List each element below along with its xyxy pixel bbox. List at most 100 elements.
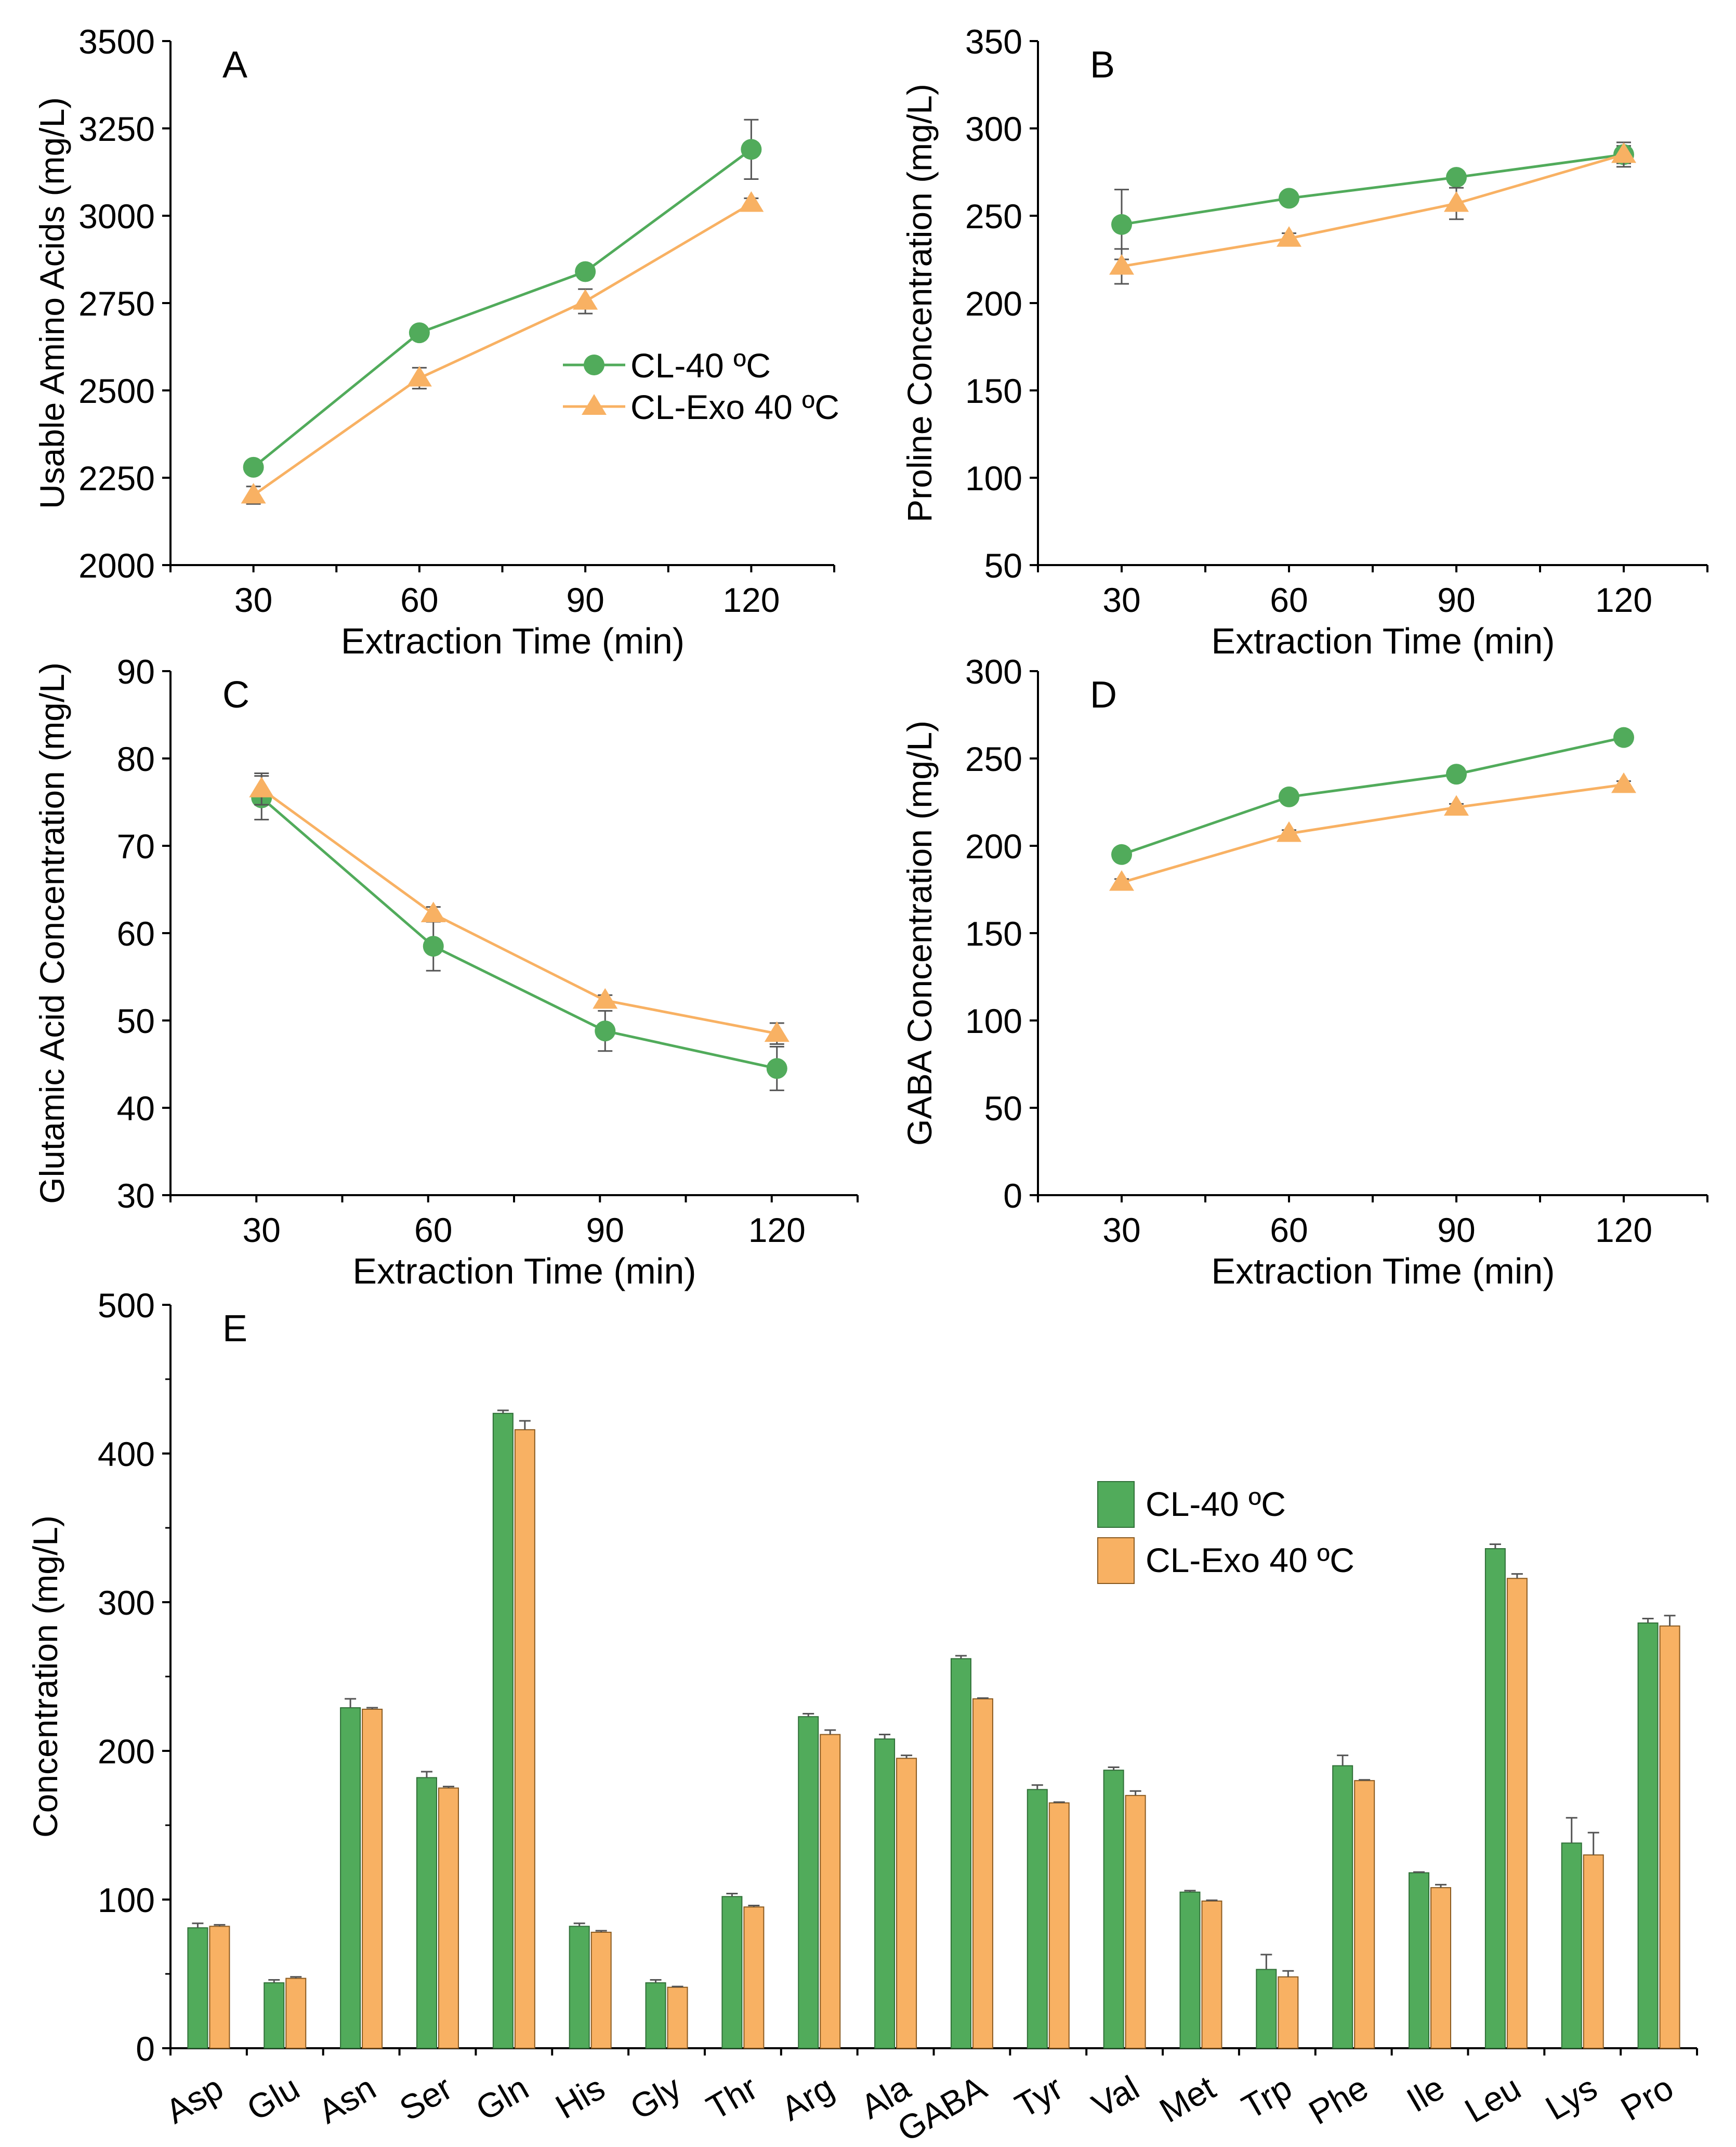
bar-leu-cl-40-c <box>1484 1548 1506 2049</box>
bar-glu-cl-exo-40-c <box>285 1978 307 2049</box>
data-point-triangle <box>1444 191 1469 212</box>
panel-b-line-chart: 50 100 150 200 250 300 350 Proline Concentratio… <box>900 22 1708 661</box>
y-tick-label: 2500 <box>78 372 155 410</box>
x-tick-label: Tyr <box>1008 2068 1069 2125</box>
y-tick-label: 150 <box>965 372 1022 410</box>
y-tick-label: 350 <box>965 22 1022 61</box>
x-tick-label: Ser <box>393 2068 458 2128</box>
data-point-circle <box>1111 214 1132 235</box>
y-tick-label: 80 <box>117 740 155 778</box>
data-point-triangle <box>1444 795 1469 816</box>
y-tick-label: 2250 <box>78 459 155 498</box>
bar-ile-cl-exo-40-c <box>1430 1887 1452 2049</box>
y-tick-label: 300 <box>98 1583 155 1622</box>
panel-label: E <box>222 1308 247 1350</box>
data-point-triangle <box>573 289 598 310</box>
x-tick-label: Asp <box>159 2068 229 2131</box>
legend-swatch-cl-exo-40-c <box>1097 1537 1135 1584</box>
x-axis-title: Extraction Time (min) <box>1211 1251 1555 1291</box>
bar-asp-cl-exo-40-c <box>209 1926 230 2049</box>
data-point-circle <box>1446 167 1467 188</box>
y-tick-label: 150 <box>965 914 1022 953</box>
x-tick-label: 120 <box>1595 1211 1652 1249</box>
x-tick-label: Lys <box>1539 2068 1603 2127</box>
x-axis-title: Extraction Time (min) <box>352 1251 696 1291</box>
y-tick-label: 2000 <box>78 546 155 585</box>
bar-ala-cl-40-c <box>874 1738 896 2049</box>
series-line-cl-exo-40-c <box>260 788 778 1035</box>
x-tick-label: 60 <box>414 1211 452 1249</box>
x-tick-label: Ile <box>1400 2068 1451 2119</box>
bar-ala-cl-exo-40-c <box>896 1758 917 2049</box>
bar-ile-cl-40-c <box>1409 1872 1430 2049</box>
y-axis-title: Concentration (mg/L) <box>26 1515 64 1838</box>
bar-phe-cl-exo-40-c <box>1354 1780 1375 2049</box>
x-tick-label: Trp <box>1235 2068 1298 2126</box>
bar-trp-cl-exo-40-c <box>1278 1976 1299 2049</box>
bar-gln-cl-exo-40-c <box>514 1429 535 2049</box>
bar-asp-cl-40-c <box>187 1927 208 2049</box>
panel-label: C <box>222 674 249 716</box>
bar-gln-cl-40-c <box>492 1412 514 2049</box>
bar-gaba-cl-exo-40-c <box>972 1698 993 2049</box>
legend-marker-circle <box>584 355 604 375</box>
bar-his-cl-exo-40-c <box>590 1931 612 2049</box>
y-tick-label: 40 <box>117 1089 155 1128</box>
data-point-circle <box>575 261 596 282</box>
x-tick-label: 120 <box>722 581 780 619</box>
legend-marker-triangle <box>582 394 607 415</box>
legend-swatch-cl-40-c <box>1097 1481 1135 1528</box>
data-point-circle <box>409 322 430 344</box>
x-tick-label: 120 <box>748 1211 806 1249</box>
y-tick-label: 100 <box>98 1881 155 1919</box>
y-tick-label: 200 <box>98 1732 155 1771</box>
data-point-circle <box>595 1020 616 1042</box>
y-tick-label: 250 <box>965 740 1022 778</box>
y-tick-label: 300 <box>965 110 1022 148</box>
y-tick-label: 100 <box>965 459 1022 498</box>
data-point-triangle <box>1109 254 1134 275</box>
bar-met-cl-40-c <box>1179 1891 1201 2049</box>
x-tick-label: 30 <box>234 581 272 619</box>
legend-label: CL-40 ºC <box>1146 1485 1286 1523</box>
y-tick-label: 3000 <box>78 197 155 235</box>
bar-ser-cl-exo-40-c <box>438 1787 459 2049</box>
bar-pro-cl-exo-40-c <box>1659 1625 1680 2049</box>
panel-c-line-chart: 30 40 50 60 70 80 90 Glutamic Acid Concentratio… <box>33 652 859 1291</box>
data-point-circle <box>741 139 762 160</box>
series-line-cl-exo-40-c <box>1121 153 1624 268</box>
bar-gaba-cl-40-c <box>950 1658 971 2049</box>
bar-leu-cl-exo-40-c <box>1506 1578 1528 2049</box>
y-tick-label: 60 <box>117 914 155 953</box>
data-point-triangle <box>739 191 764 212</box>
bar-val-cl-exo-40-c <box>1125 1795 1146 2049</box>
y-tick-label: 300 <box>965 652 1022 691</box>
y-tick-label: 3500 <box>78 22 155 61</box>
bar-val-cl-40-c <box>1103 1770 1124 2049</box>
x-tick-label: Leu <box>1458 2068 1527 2130</box>
x-tick-label: Glu <box>240 2068 306 2128</box>
y-tick-label: 200 <box>965 284 1022 323</box>
series-line-cl-40-c <box>260 796 778 1070</box>
series-line-cl-40-c <box>1121 736 1624 856</box>
bar-pro-cl-40-c <box>1637 1622 1659 2049</box>
data-point-triangle <box>764 1021 790 1042</box>
data-point-circle <box>423 936 444 957</box>
bar-met-cl-exo-40-c <box>1201 1900 1222 2049</box>
data-point-circle <box>1111 844 1132 865</box>
x-tick-label: Gly <box>624 2068 688 2127</box>
series-line-cl-exo-40-c <box>1121 783 1624 884</box>
panel-label: D <box>1090 674 1117 716</box>
y-tick-label: 50 <box>984 546 1022 585</box>
x-tick-label: 60 <box>400 581 438 619</box>
x-tick-label: 90 <box>566 581 604 619</box>
x-tick-label: 90 <box>586 1211 624 1249</box>
x-axis-title: Extraction Time (min) <box>341 621 685 661</box>
data-point-circle <box>243 456 264 478</box>
x-tick-label: 30 <box>1102 1211 1140 1249</box>
panel-e-bar-chart: 0 100 200 300 400 500 Concentration (mg/L) E Asp… <box>26 1286 1698 2147</box>
y-tick-label: 30 <box>117 1176 155 1215</box>
series-line-cl-40-c <box>253 148 752 468</box>
data-point-triangle <box>241 483 266 504</box>
